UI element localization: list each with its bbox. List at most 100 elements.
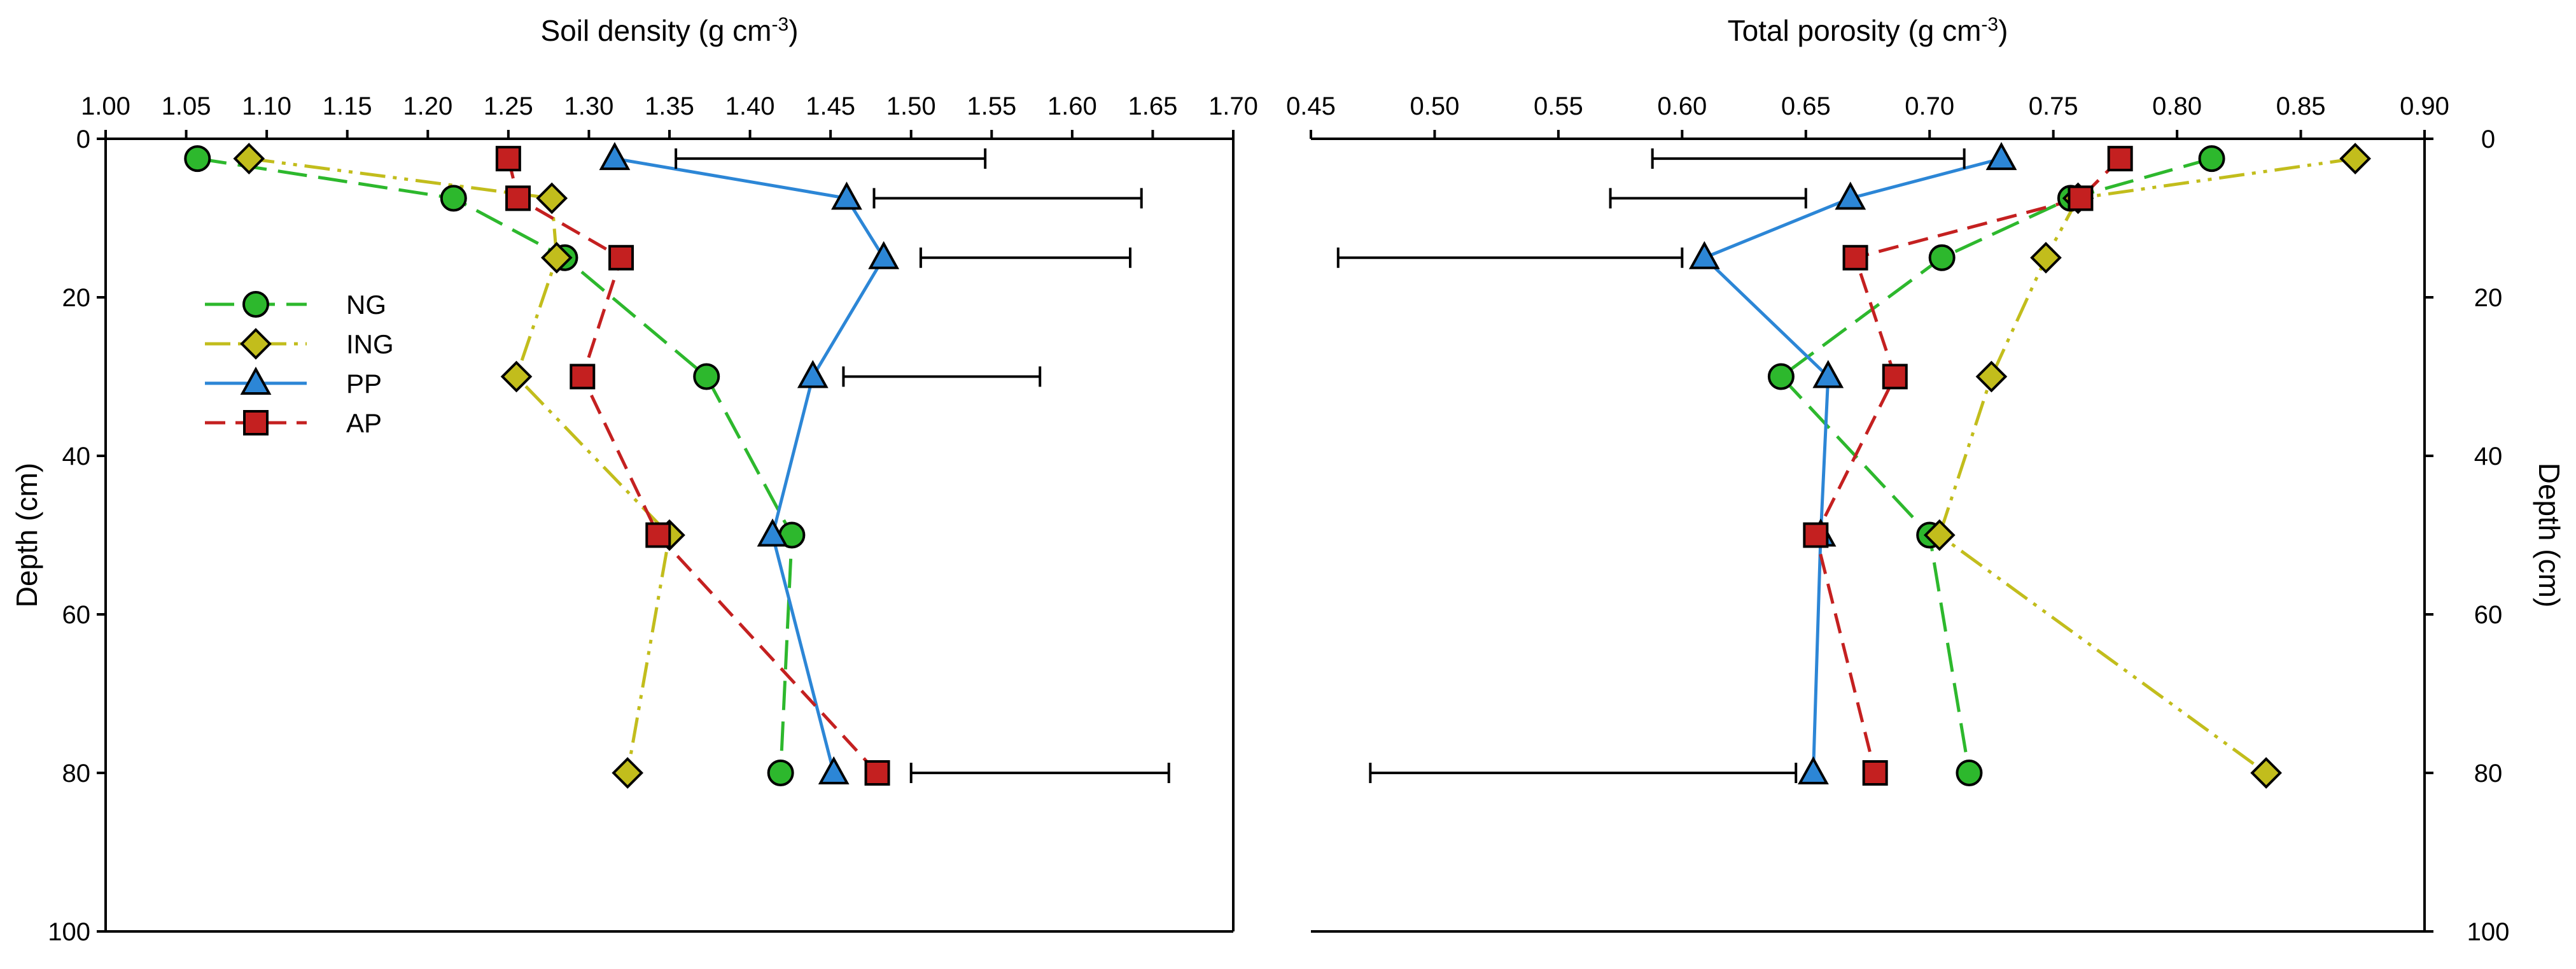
legend-marker-pp xyxy=(240,366,272,395)
data-point-ap xyxy=(645,522,671,548)
y-tick-label: 60 xyxy=(2474,601,2503,629)
y-tick-label: 80 xyxy=(62,760,91,788)
data-point-ng xyxy=(1767,363,1795,390)
x-axis-title-end: ) xyxy=(788,14,798,47)
y-tick-label: 20 xyxy=(2474,284,2503,312)
y-tick-label: 0 xyxy=(2481,125,2495,153)
x-tick-label: 1.20 xyxy=(403,92,452,120)
data-point-ng xyxy=(2198,145,2225,173)
data-point-ap xyxy=(1803,522,1829,548)
data-point-ap xyxy=(1862,760,1888,786)
data-point-ing xyxy=(500,360,533,393)
soil-density-panel: 1.00 1.05 1.10 1.15 1.20 1.25 1.30 1.35 1.40 1.45… xyxy=(10,14,1258,947)
data-point-ing xyxy=(1975,360,2008,393)
x-tick-label: 1.15 xyxy=(323,92,372,120)
x-axis-title-end: ) xyxy=(1998,14,2008,47)
y-axis-title: Depth (cm) xyxy=(10,463,43,607)
y-tick-label: 100 xyxy=(2467,918,2510,946)
x-tick-label: 1.40 xyxy=(725,92,775,120)
data-point-ng xyxy=(693,363,720,390)
data-point-pp xyxy=(868,241,900,269)
legend-label-ing: ING xyxy=(346,329,394,359)
x-tick-label: 1.30 xyxy=(564,92,613,120)
legend-label-pp: PP xyxy=(346,369,382,399)
data-point-pp xyxy=(1985,141,2017,171)
x-axis-title-sup: -3 xyxy=(772,14,789,35)
x-tick-label: 1.70 xyxy=(1208,92,1258,120)
data-point-ap xyxy=(864,760,890,786)
x-tick-label: 0.45 xyxy=(1286,92,1336,120)
legend-label-ng: NG xyxy=(346,290,386,320)
x-tick-label: 1.45 xyxy=(806,92,855,120)
x-tick-label: 0.80 xyxy=(2152,92,2202,120)
x-tick-label: 0.50 xyxy=(1410,92,1460,120)
y-tick-label: 20 xyxy=(62,284,91,312)
legend-marker-ap xyxy=(243,410,269,435)
x-tick-label: 1.50 xyxy=(886,92,936,120)
x-tick-label: 1.25 xyxy=(484,92,533,120)
x-tick-label: 1.05 xyxy=(162,92,211,120)
series-line-ing xyxy=(248,157,671,774)
data-point-ing xyxy=(2030,241,2062,274)
series-line-pp xyxy=(1701,157,2002,774)
x-tick-label: 1.00 xyxy=(81,92,130,120)
x-axis-title-base: Total porosity (g cm xyxy=(1728,14,1982,47)
data-point-ing xyxy=(1923,519,1956,551)
x-tick-label: 0.65 xyxy=(1781,92,1831,120)
data-point-pp xyxy=(831,181,862,210)
data-point-pp xyxy=(599,141,631,171)
x-tick-label: 1.10 xyxy=(242,92,291,120)
series-line-ing xyxy=(1937,157,2356,775)
x-tick-label: 1.55 xyxy=(967,92,1016,120)
data-point-ing xyxy=(612,757,644,789)
legend-marker-ng xyxy=(242,291,269,318)
data-point-pp xyxy=(757,518,788,547)
data-point-pp xyxy=(818,756,850,784)
x-tick-label: 0.55 xyxy=(1534,92,1583,120)
x-tick-label: 0.60 xyxy=(1657,92,1707,120)
data-point-ng xyxy=(1928,244,1956,271)
data-point-ng xyxy=(184,145,211,173)
data-point-ng xyxy=(1956,760,1983,786)
data-point-pp xyxy=(1812,360,1844,388)
data-point-ng xyxy=(440,185,467,212)
y-tick-label: 60 xyxy=(62,601,91,629)
legend-marker-ing xyxy=(240,328,272,360)
data-point-ap xyxy=(570,364,596,390)
data-point-ap xyxy=(608,244,634,271)
legend: NG ING PP AP xyxy=(205,290,394,438)
series-line-ng xyxy=(197,157,794,774)
data-point-pp xyxy=(797,360,829,388)
data-point-ap xyxy=(505,185,531,211)
x-tick-label: 1.60 xyxy=(1047,92,1097,120)
x-tick-label: 1.65 xyxy=(1128,92,1177,120)
data-point-ap xyxy=(1882,364,1908,390)
data-point-pp xyxy=(1688,241,1720,269)
x-tick-label: 0.70 xyxy=(1905,92,1954,120)
x-axis-title-sup: -3 xyxy=(1981,14,1998,35)
data-point-pp xyxy=(1835,181,1866,210)
data-point-ing xyxy=(2250,757,2282,789)
y-tick-label: 80 xyxy=(2474,760,2503,788)
y-axis-title: Depth (cm) xyxy=(2533,463,2566,607)
x-tick-label: 1.35 xyxy=(645,92,694,120)
data-point-ap xyxy=(2107,146,2133,172)
x-tick-label: 0.90 xyxy=(2400,92,2449,120)
x-tick-label: 0.85 xyxy=(2276,92,2326,120)
x-tick-label: 0.75 xyxy=(2029,92,2078,120)
data-point-ing xyxy=(2339,143,2371,174)
legend-label-ap: AP xyxy=(346,408,382,438)
x-axis-title: Total porosity (g cm-3) xyxy=(1728,14,2008,48)
y-tick-label: 40 xyxy=(2474,442,2503,470)
x-axis-title-base: Soil density (g cm xyxy=(540,14,771,47)
data-point-ing xyxy=(233,143,265,174)
series-line-pp xyxy=(614,157,886,774)
data-point-ap xyxy=(1842,244,1868,271)
y-tick-label: 100 xyxy=(48,918,90,946)
total-porosity-panel: 0.45 0.50 0.55 0.60 0.65 0.70 0.75 0.80 0.85 0.90… xyxy=(1286,14,2566,947)
y-tick-label: 0 xyxy=(76,125,90,153)
data-point-pp xyxy=(1798,756,1829,784)
data-point-ng xyxy=(767,760,794,786)
